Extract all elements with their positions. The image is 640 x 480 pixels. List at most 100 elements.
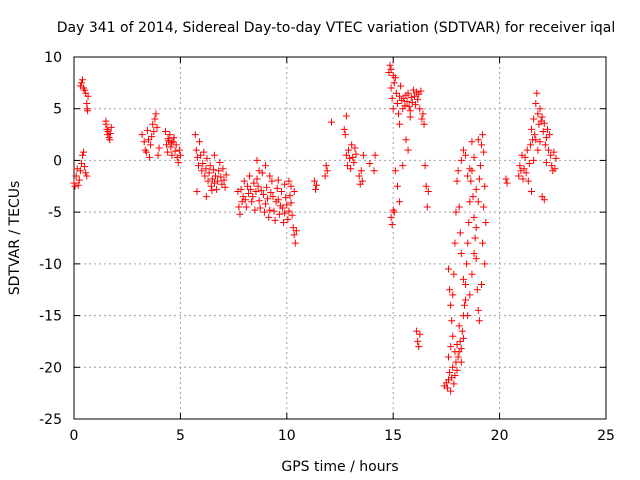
data-point: [259, 191, 267, 199]
data-point: [446, 286, 454, 294]
data-point: [401, 102, 409, 110]
data-point: [84, 107, 92, 115]
y-tick-label: -5: [48, 205, 62, 221]
data-point: [542, 134, 550, 142]
y-tick-label: -20: [39, 360, 62, 376]
data-point: [198, 167, 206, 175]
data-point: [290, 187, 298, 195]
data-point: [271, 216, 279, 224]
data-point: [175, 146, 183, 154]
data-point: [516, 162, 524, 170]
data-point: [462, 151, 470, 159]
chart-title: Day 341 of 2014, Sidereal Day-to-day VTE…: [57, 20, 615, 36]
data-point: [446, 368, 454, 376]
data-point: [147, 141, 155, 149]
data-point: [343, 162, 351, 170]
data-point: [194, 162, 202, 170]
data-point: [141, 146, 149, 154]
x-tick-label: 25: [597, 428, 615, 444]
data-point: [478, 281, 486, 289]
data-point: [260, 208, 268, 216]
data-point: [468, 270, 476, 278]
data-point: [454, 353, 462, 361]
data-point: [388, 221, 396, 229]
data-point: [144, 136, 152, 144]
x-tick-label: 10: [278, 428, 296, 444]
y-tick-label: -15: [39, 309, 62, 325]
data-point: [457, 358, 465, 366]
data-point: [547, 151, 555, 159]
data-point: [171, 147, 179, 155]
data-point: [74, 181, 82, 189]
data-point: [532, 100, 540, 108]
data-point: [192, 146, 200, 154]
data-point: [552, 154, 560, 162]
data-point: [342, 112, 350, 120]
data-point: [393, 182, 401, 190]
data-point: [313, 181, 321, 189]
data-point: [255, 197, 263, 205]
data-point: [402, 136, 410, 144]
x-tick-label: 20: [491, 428, 509, 444]
data-point: [449, 291, 457, 299]
data-point: [545, 146, 553, 154]
data-point: [243, 182, 251, 190]
data-point: [140, 138, 148, 146]
data-point: [455, 322, 463, 330]
data-point: [453, 341, 461, 349]
data-point: [346, 154, 354, 162]
data-point: [149, 120, 157, 128]
data-point: [104, 131, 112, 139]
data-point: [254, 182, 262, 190]
data-point: [419, 110, 427, 118]
data-point: [533, 89, 541, 97]
data-point: [457, 250, 465, 258]
data-point: [219, 165, 227, 173]
data-point: [237, 185, 245, 193]
data-point: [72, 172, 80, 180]
data-point: [387, 213, 395, 221]
data-point: [465, 218, 473, 226]
data-point: [323, 167, 331, 175]
data-point: [77, 79, 85, 87]
data-point: [452, 208, 460, 216]
data-point: [424, 187, 432, 195]
data-point: [370, 167, 378, 175]
data-point: [476, 162, 484, 170]
data-point: [236, 210, 244, 218]
data-point: [447, 301, 455, 309]
data-point: [81, 163, 89, 171]
data-point: [481, 260, 489, 268]
data-point: [247, 185, 255, 193]
data-point: [168, 151, 176, 159]
data-point: [447, 343, 455, 351]
data-point: [102, 117, 110, 125]
data-point: [107, 123, 115, 131]
data-point: [503, 179, 511, 187]
data-point: [472, 255, 480, 263]
data-point: [191, 131, 199, 139]
data-point: [284, 215, 292, 223]
data-points: [70, 61, 560, 395]
data-point: [164, 148, 172, 156]
data-point: [445, 353, 453, 361]
data-point: [466, 291, 474, 299]
y-axis-label: SDTVAR / TECUs: [7, 181, 23, 296]
data-point: [471, 234, 479, 242]
data-point: [205, 169, 213, 177]
data-point: [458, 327, 466, 335]
grid-lines: [74, 57, 606, 419]
data-point: [453, 366, 461, 374]
data-point: [322, 162, 330, 170]
data-point: [249, 193, 257, 201]
y-tick-label: 10: [44, 50, 62, 66]
data-point: [285, 207, 293, 215]
data-point: [215, 167, 223, 175]
y-tick-label: -10: [39, 257, 62, 273]
data-point: [292, 227, 300, 235]
data-point: [310, 177, 318, 185]
data-point: [220, 176, 228, 184]
data-point: [396, 120, 404, 128]
data-point: [174, 158, 182, 166]
